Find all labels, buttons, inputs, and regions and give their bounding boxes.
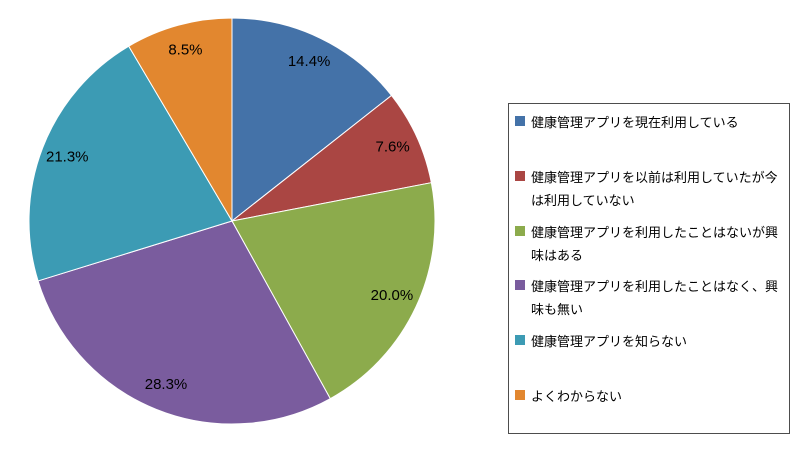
legend-item: 健康管理アプリを利用したことはないが興味はある (509, 214, 789, 269)
legend-item-label: 健康管理アプリを以前は利用していたが今は利用していない (531, 169, 778, 208)
pie-slice-3 (37, 220, 331, 425)
pie-slice-label: 21.3% (46, 148, 89, 165)
legend-marker-icon (515, 280, 525, 291)
pie-slice-5 (128, 17, 233, 223)
legend-marker-icon (515, 335, 525, 346)
pie-chart: 14.4% 7.6% 20.0% 28.3% 21.3% 8.5% (28, 17, 436, 425)
pie-slice-label: 14.4% (288, 53, 331, 70)
pie-slice-4 (28, 45, 233, 282)
legend-item: 健康管理アプリを以前は利用していたが今は利用していない (509, 159, 789, 214)
legend-item-label: 健康管理アプリを利用したことはないが興味はある (531, 224, 779, 263)
pie-slice-1 (231, 94, 432, 222)
pie-slice-0 (231, 17, 393, 223)
legend-item-label: よくわからない (531, 389, 623, 405)
legend-item: 健康管理アプリを利用したことはなく、興味も無い (509, 268, 789, 323)
pie-slice-label: 20.0% (371, 287, 414, 304)
pie-slice-label: 7.6% (376, 139, 410, 156)
legend-item-label: 健康管理アプリを現在利用している (531, 115, 739, 130)
pie-slice-label: 28.3% (145, 376, 188, 393)
legend-marker-icon (515, 390, 525, 401)
legend-item: よくわからない (509, 378, 789, 433)
legend-item: 健康管理アプリを現在利用している (509, 104, 789, 159)
legend-item-label: 健康管理アプリを利用したことはなく、興味も無い (531, 279, 779, 318)
legend-marker-icon (515, 170, 525, 181)
legend-item-label: 健康管理アプリを知らない (531, 334, 688, 350)
pie-chart-area: 14.4% 7.6% 20.0% 28.3% 21.3% 8.5% (28, 17, 436, 425)
legend: 健康管理アプリを現在利用している 健康管理アプリを以前は利用していたが今は利用し… (508, 103, 790, 434)
legend-item: 健康管理アプリを知らない (509, 323, 789, 378)
legend-marker-icon (515, 116, 525, 126)
pie-slice-2 (231, 182, 436, 400)
legend-marker-icon (515, 225, 525, 236)
pie-slice-label: 8.5% (168, 42, 202, 59)
